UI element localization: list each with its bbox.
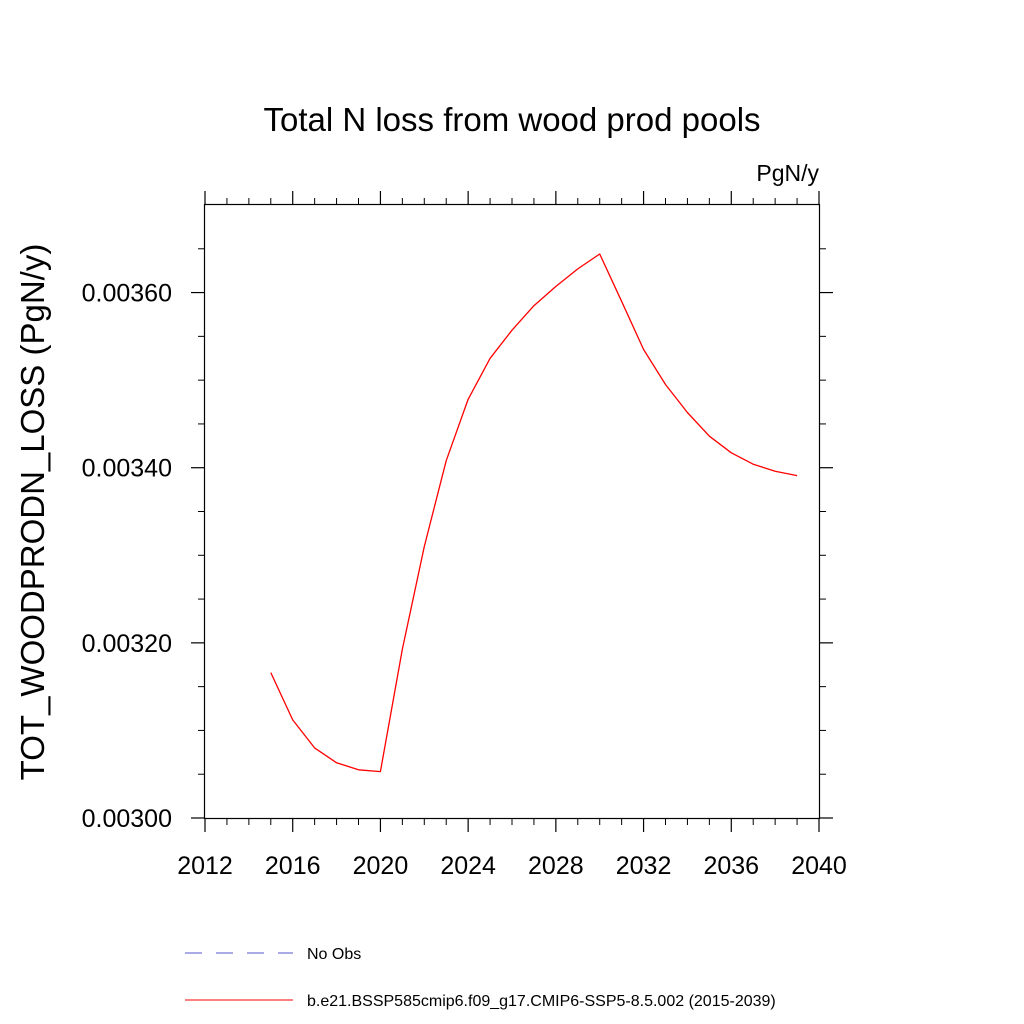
chart-title: Total N loss from wood prod pools [263, 101, 760, 138]
x-tick-label: 2024 [440, 852, 496, 880]
legend-label-0: No Obs [307, 946, 361, 963]
x-tick-label: 2040 [791, 852, 847, 880]
legend-label-1: b.e21.BSSP585cmip6.f09_g17.CMIP6-SSP5-8.… [307, 993, 776, 1010]
x-tick-label: 2012 [177, 852, 233, 880]
x-tick-label: 2028 [528, 852, 584, 880]
x-tick-label: 2016 [265, 852, 321, 880]
x-tick-label: 2036 [703, 852, 759, 880]
x-tick-label: 2020 [353, 852, 409, 880]
series-line-1 [270, 253, 798, 773]
y-tick-label: 0.00340 [82, 455, 172, 483]
plot-frame [203, 203, 821, 820]
y-tick-label: 0.00360 [82, 280, 172, 308]
units-label: PgN/y [756, 160, 819, 186]
y-tick-label: 0.00320 [82, 630, 172, 658]
x-tick-label: 2032 [616, 852, 672, 880]
y-axis-label: TOT_WOODPRODN_LOSS (PgN/y) [14, 244, 51, 781]
y-tick-label: 0.00300 [82, 805, 172, 833]
